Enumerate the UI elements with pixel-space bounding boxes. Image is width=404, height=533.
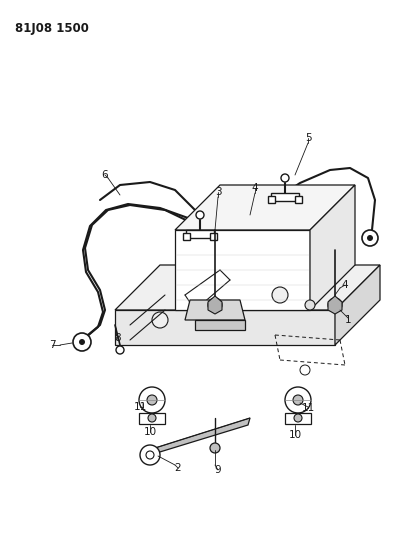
Circle shape — [116, 346, 124, 354]
Circle shape — [294, 414, 302, 422]
Circle shape — [73, 333, 91, 351]
Polygon shape — [310, 185, 355, 310]
Circle shape — [208, 298, 222, 312]
Circle shape — [210, 443, 220, 453]
Polygon shape — [115, 265, 380, 310]
Text: 6: 6 — [102, 170, 108, 180]
Polygon shape — [115, 310, 335, 345]
Circle shape — [362, 230, 378, 246]
Circle shape — [139, 387, 165, 413]
Circle shape — [152, 312, 168, 328]
Circle shape — [285, 387, 311, 413]
Circle shape — [196, 211, 204, 219]
Text: 81J08 1500: 81J08 1500 — [15, 22, 89, 35]
Polygon shape — [150, 418, 250, 455]
Polygon shape — [175, 230, 310, 310]
Circle shape — [293, 395, 303, 405]
Polygon shape — [139, 413, 165, 424]
Text: 11: 11 — [301, 403, 315, 413]
Circle shape — [147, 395, 157, 405]
Text: 5: 5 — [305, 133, 311, 143]
Text: 2: 2 — [175, 463, 181, 473]
Circle shape — [148, 414, 156, 422]
Circle shape — [79, 339, 85, 345]
Circle shape — [146, 451, 154, 459]
Text: 1: 1 — [345, 315, 351, 325]
Circle shape — [140, 445, 160, 465]
Text: 10: 10 — [143, 427, 157, 437]
Polygon shape — [186, 230, 214, 238]
Circle shape — [367, 235, 373, 241]
Circle shape — [328, 298, 342, 312]
Text: 4: 4 — [342, 280, 348, 290]
Polygon shape — [210, 233, 217, 240]
Polygon shape — [295, 196, 302, 203]
Text: 9: 9 — [215, 465, 221, 475]
Circle shape — [305, 300, 315, 310]
Polygon shape — [285, 413, 311, 424]
Polygon shape — [208, 296, 222, 314]
Circle shape — [281, 174, 289, 182]
Polygon shape — [335, 265, 380, 345]
Polygon shape — [185, 300, 245, 320]
Polygon shape — [183, 233, 190, 240]
Polygon shape — [175, 185, 355, 230]
Polygon shape — [271, 193, 299, 201]
Text: 8: 8 — [115, 333, 121, 343]
Text: 11: 11 — [133, 402, 147, 412]
Text: 4: 4 — [252, 183, 258, 193]
Polygon shape — [328, 296, 342, 314]
Text: 10: 10 — [288, 430, 301, 440]
Circle shape — [300, 365, 310, 375]
Text: 3: 3 — [215, 187, 221, 197]
Text: 7: 7 — [49, 340, 55, 350]
Polygon shape — [268, 196, 275, 203]
Polygon shape — [195, 320, 245, 330]
Circle shape — [272, 287, 288, 303]
